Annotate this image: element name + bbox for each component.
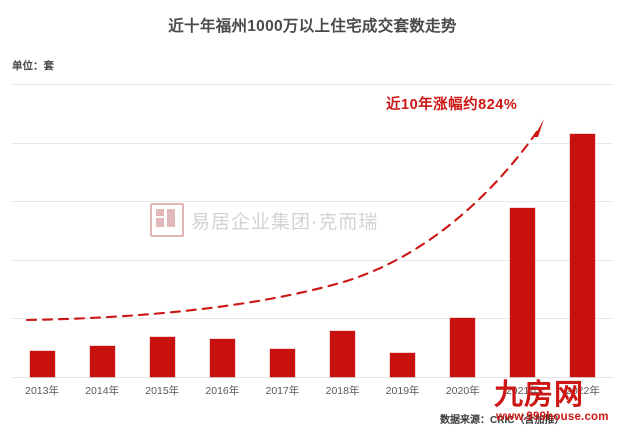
watermark-center: 易居企业集团·克而瑞 xyxy=(150,203,378,237)
x-axis-tick-label: 2019年 xyxy=(385,385,420,397)
bar-slot xyxy=(553,84,613,377)
watermark-brand-label: 九房网 xyxy=(494,379,585,411)
bar[interactable] xyxy=(390,352,416,377)
gridline xyxy=(12,84,613,85)
bar[interactable] xyxy=(149,336,175,377)
x-axis-tick-label: 2020年 xyxy=(445,385,480,397)
bar[interactable] xyxy=(89,345,115,377)
watermark-url-label: www.999house.com xyxy=(496,411,609,423)
bar-slot xyxy=(373,84,433,377)
x-axis-tick-label: 2014年 xyxy=(85,385,120,397)
bar-slot xyxy=(433,84,493,377)
watermark-center-label: 易居企业集团·克而瑞 xyxy=(191,211,379,233)
bar[interactable] xyxy=(330,331,356,377)
growth-annotation: 近10年涨幅约824% xyxy=(386,97,518,113)
bar-slot xyxy=(493,84,553,377)
bar[interactable] xyxy=(29,350,55,377)
x-axis-tick-label: 2022年 xyxy=(566,385,600,397)
bar-slot xyxy=(12,84,72,377)
bar[interactable] xyxy=(209,338,235,377)
bar-slot xyxy=(313,84,373,377)
bar[interactable] xyxy=(570,133,596,377)
bar-slot xyxy=(132,84,192,377)
bar-slot xyxy=(72,84,132,377)
page-title: 近十年福州1000万以上住宅成交套数走势 xyxy=(168,18,457,35)
bar[interactable] xyxy=(510,208,536,377)
x-axis-tick-label: 2016年 xyxy=(205,385,240,397)
x-axis-tick-label: 2021年 xyxy=(505,385,540,397)
bar[interactable] xyxy=(450,318,476,377)
bar-slot xyxy=(252,84,312,377)
x-axis-tick-label: 2018年 xyxy=(325,385,360,397)
x-axis-tick-label: 2015年 xyxy=(145,385,180,397)
watermark-corner: 九房网 www.999house.com xyxy=(494,379,620,435)
bar-slot xyxy=(192,84,252,377)
data-source-label: 数据来源：CRIC（含加推） xyxy=(440,415,565,426)
unit-label: 单位：套 xyxy=(12,60,54,72)
x-axis-tick-label: 2013年 xyxy=(25,385,59,397)
x-axis-tick-label: 2017年 xyxy=(265,385,300,397)
seal-icon xyxy=(150,203,184,237)
bar[interactable] xyxy=(269,348,295,377)
x-axis: 2013年 2014年 2015年 2016年 2017年 2018年 2019年 2020年… xyxy=(12,383,613,403)
axis-baseline xyxy=(12,377,613,378)
